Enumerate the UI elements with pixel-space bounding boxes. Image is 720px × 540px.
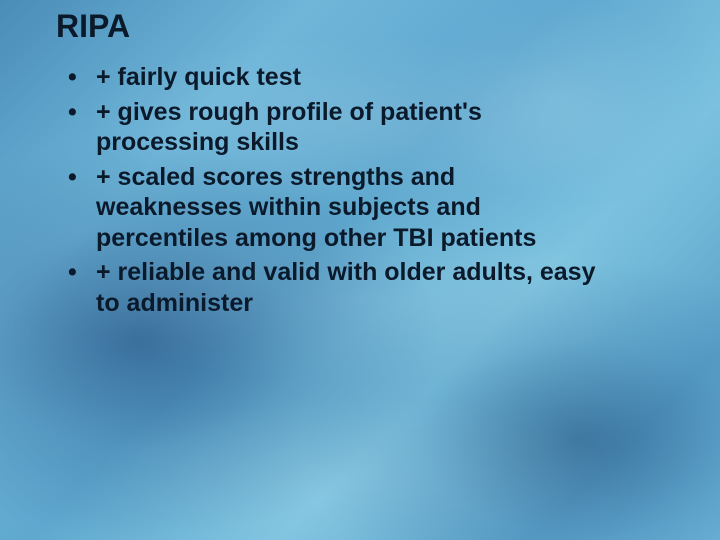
bullet-item: + fairly quick test: [66, 62, 600, 93]
slide: RIPA + fairly quick test + gives rough p…: [0, 0, 720, 540]
bullet-text: + gives rough profile of patient's proce…: [96, 98, 482, 157]
bullet-text: + scaled scores strengths and weaknesses…: [96, 163, 536, 252]
bullet-item: + gives rough profile of patient's proce…: [66, 97, 600, 158]
bullet-item: + reliable and valid with older adults, …: [66, 257, 600, 318]
bullet-text: + fairly quick test: [96, 63, 301, 91]
bullet-item: + scaled scores strengths and weaknesses…: [66, 162, 600, 254]
bullet-text: + reliable and valid with older adults, …: [96, 258, 595, 317]
bullet-list: + fairly quick test + gives rough profil…: [66, 62, 600, 322]
slide-title: RIPA: [56, 8, 130, 45]
